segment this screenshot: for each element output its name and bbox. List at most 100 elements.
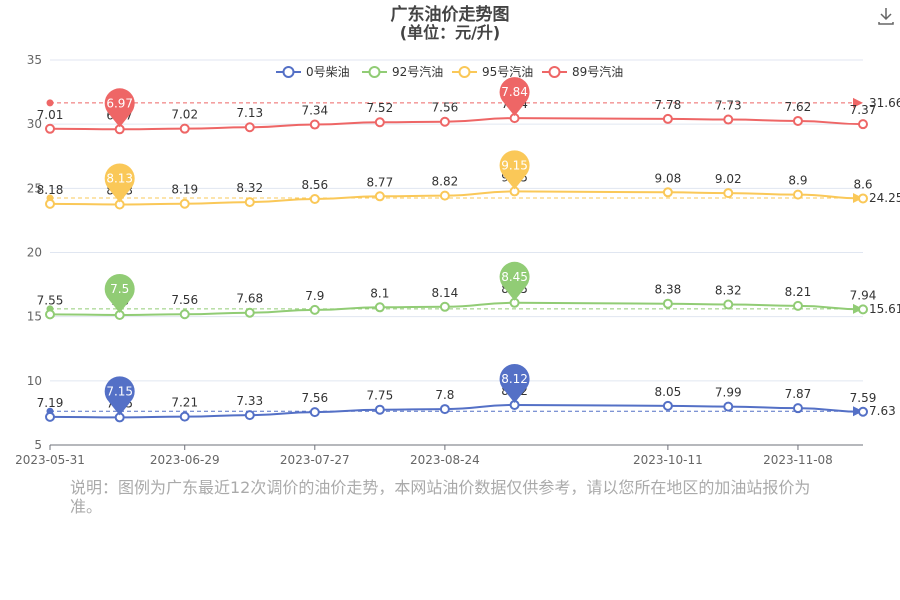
legend[interactable]: 0号柴油 92号汽油 95号汽油 89号汽油 [276,64,623,79]
data-point[interactable] [439,116,450,127]
y-tick-label: 30 [27,117,42,131]
data-point[interactable] [792,300,803,311]
x-tick-label: 2023-11-08 [763,453,833,467]
data-point[interactable] [374,302,385,313]
legend-item[interactable]: 95号汽油 [452,64,533,79]
legend-swatch-dot [548,66,561,78]
download-icon[interactable] [874,4,898,28]
pin-head [104,163,135,194]
data-point[interactable] [244,122,255,133]
pin-head [499,77,530,108]
data-point[interactable] [179,411,190,422]
data-label: 8.19 [171,183,198,197]
pin-head [499,261,530,292]
data-point[interactable] [858,119,868,130]
pin-label: 7.15 [106,384,133,398]
average-label: 7.63 [869,404,896,418]
data-point[interactable] [374,404,385,415]
data-point[interactable] [858,193,868,204]
legend-item[interactable]: 89号汽油 [542,64,623,79]
data-point[interactable] [309,304,320,315]
data-point[interactable] [662,400,673,411]
data-point[interactable] [244,410,255,421]
marker-pin: 9.15 [499,150,530,190]
average-label: 24.25 [869,191,900,205]
data-point[interactable] [244,307,255,318]
data-label: 7.37 [850,103,877,117]
pin-label: 6.97 [106,96,133,110]
data-point[interactable] [309,119,320,130]
y-tick-label: 35 [27,53,42,67]
pin-head [499,150,530,181]
data-point[interactable] [723,401,734,412]
marker-pin: 8.12 [499,363,530,403]
data-point[interactable] [858,406,868,417]
data-point[interactable] [439,404,450,415]
data-labels: 7.63 7.19 7.15 7.21 7.33 7.56 7.75 7.8 8.12 8.05 7… [37,96,900,418]
data-point[interactable] [858,304,868,315]
data-label: 7.34 [301,104,328,118]
data-point[interactable] [792,189,803,200]
data-point[interactable] [792,115,803,126]
data-point[interactable] [662,187,673,198]
data-point[interactable] [792,403,803,414]
legend-item[interactable]: 0号柴油 [276,65,350,79]
x-tick-label: 2023-05-31 [15,453,85,467]
data-point[interactable] [45,309,55,320]
pin-head [499,363,530,394]
data-label: 9.08 [655,171,682,185]
marker-pins: 7.15 8.12 7.5 8.45 8.13 9.15 6.97 7.84 [104,77,530,416]
data-point[interactable] [723,299,734,310]
data-point[interactable] [662,298,673,309]
data-point[interactable] [45,198,55,209]
average-arrow [853,303,863,314]
data-point[interactable] [179,309,190,320]
average-arrow [853,406,863,417]
data-point[interactable] [179,198,190,209]
data-label: 7.94 [850,288,877,302]
data-point[interactable] [662,113,673,124]
data-label: 8.9 [788,174,807,188]
y-tick-label: 20 [27,246,42,260]
legend-swatch-dot [368,66,381,78]
data-point[interactable] [309,407,320,418]
data-point[interactable] [439,190,450,201]
average-label: 15.61 [869,302,900,316]
data-label: 7.62 [785,100,812,114]
data-label: 8.18 [37,183,64,197]
data-point[interactable] [179,123,190,134]
data-label: 7.01 [37,108,64,122]
pin-label: 9.15 [501,158,528,172]
marker-pin: 7.84 [499,77,530,117]
chart-subtitle: (单位：元/升) [400,23,500,42]
data-label: 7.59 [850,391,877,405]
pin-label: 8.45 [501,270,528,284]
series-lines [45,97,868,423]
data-point[interactable] [723,188,734,199]
data-point[interactable] [374,117,385,128]
download-button[interactable] [874,4,898,28]
data-point[interactable] [723,114,734,125]
data-point[interactable] [244,197,255,208]
data-label: 7.99 [715,386,742,400]
data-label: 7.13 [236,106,263,120]
y-tick-label: 25 [27,181,42,195]
pin-head [104,273,135,304]
data-label: 8.1 [370,286,389,300]
pin-label: 7.84 [501,85,528,99]
pin-label: 8.13 [106,172,133,186]
y-tick-label: 15 [27,310,42,324]
data-label: 7.56 [171,293,198,307]
data-point[interactable] [45,123,55,134]
x-tick-label: 2023-10-11 [633,453,703,467]
data-point[interactable] [45,411,55,422]
data-label: 7.52 [366,101,393,115]
data-label: 7.9 [305,289,324,303]
data-point[interactable] [309,193,320,204]
data-label: 8.56 [301,178,328,192]
data-point[interactable] [439,301,450,312]
legend-item[interactable]: 92号汽油 [362,64,443,79]
data-label: 7.55 [37,293,64,307]
data-point[interactable] [374,191,385,202]
pin-label: 8.12 [501,372,528,386]
